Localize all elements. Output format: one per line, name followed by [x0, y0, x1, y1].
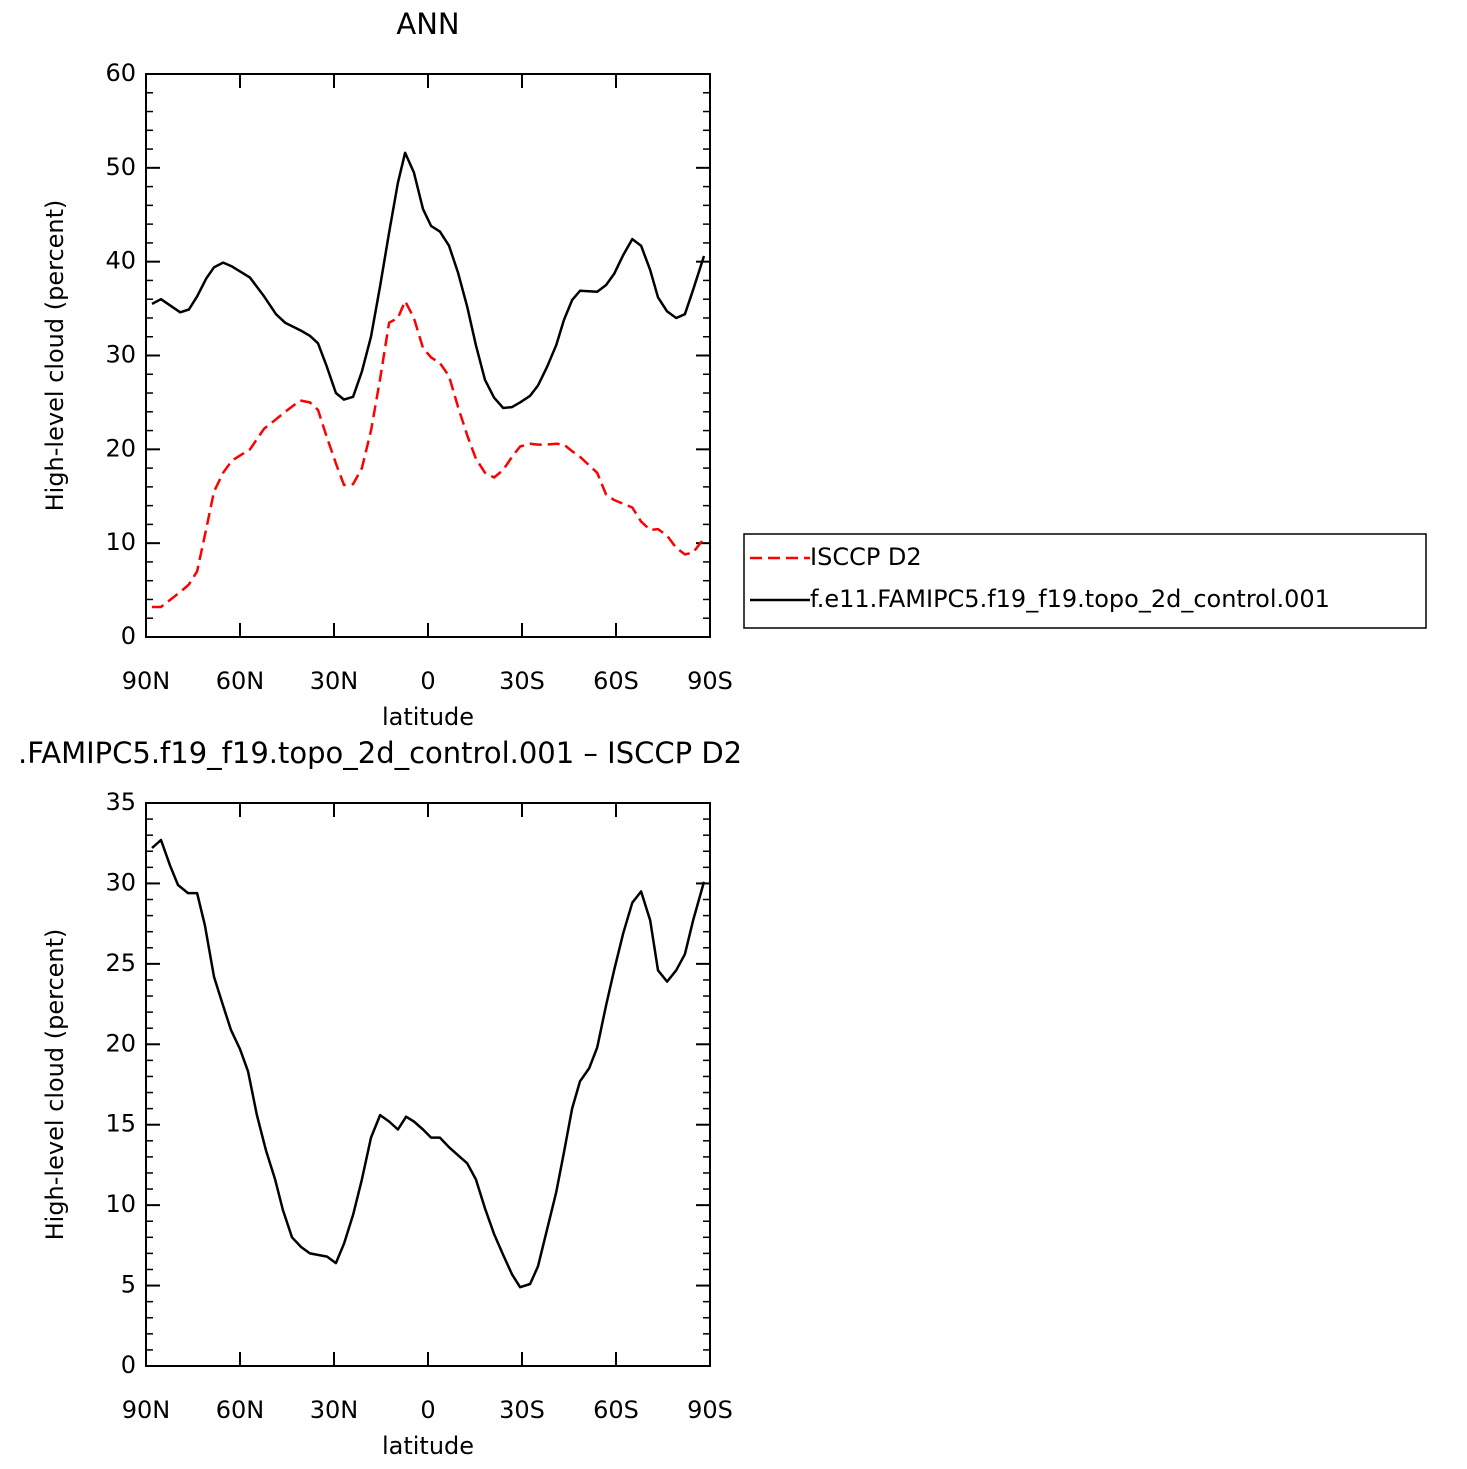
x-tick-label: 60N: [216, 667, 265, 695]
x-tick-label: 90S: [687, 1396, 733, 1424]
x-tick-label: 30S: [499, 667, 545, 695]
y-tick-label: 20: [105, 1029, 136, 1057]
y-tick-label: 50: [105, 153, 136, 181]
y-axis-label: High-level cloud (percent): [41, 929, 69, 1241]
x-tick-label: 30N: [310, 1396, 359, 1424]
y-tick-label: 0: [121, 622, 136, 650]
x-tick-label: 0: [420, 667, 435, 695]
legend-box: [743, 533, 1427, 629]
x-tick-label: 90S: [687, 667, 733, 695]
y-tick-label: 60: [105, 59, 136, 87]
plot-frame: [145, 802, 711, 1367]
y-tick-label: 30: [105, 868, 136, 896]
y-tick-label: 10: [105, 1190, 136, 1218]
chart-title: .FAMIPC5.f19_f19.topo_2d_control.001 – I…: [18, 736, 742, 770]
data-line: [151, 151, 706, 410]
y-axis-label: High-level cloud (percent): [41, 200, 69, 512]
legend-label: f.e11.FAMIPC5.f19_f19.topo_2d_control.00…: [810, 585, 1330, 613]
y-tick-label: 35: [105, 788, 136, 816]
x-tick-label: 60S: [593, 1396, 639, 1424]
y-tick-label: 30: [105, 341, 136, 369]
x-axis-label: latitude: [382, 1432, 474, 1460]
x-tick-label: 90N: [122, 1396, 171, 1424]
legend-label: ISCCP D2: [810, 543, 922, 571]
y-tick-label: 40: [105, 247, 136, 275]
x-axis-label: latitude: [382, 703, 474, 731]
y-tick-label: 20: [105, 434, 136, 462]
x-tick-label: 0: [420, 1396, 435, 1424]
chart-title: ANN: [396, 7, 459, 41]
data-line: [152, 299, 705, 609]
y-tick-label: 5: [121, 1271, 136, 1299]
y-tick-label: 15: [105, 1110, 136, 1138]
x-tick-label: 60S: [593, 667, 639, 695]
x-tick-label: 30N: [310, 667, 359, 695]
y-tick-label: 0: [121, 1351, 136, 1379]
x-tick-label: 60N: [216, 1396, 265, 1424]
y-tick-label: 10: [105, 528, 136, 556]
y-tick-label: 25: [105, 949, 136, 977]
x-tick-label: 90N: [122, 667, 171, 695]
x-tick-label: 30S: [499, 1396, 545, 1424]
data-line: [151, 838, 706, 1289]
